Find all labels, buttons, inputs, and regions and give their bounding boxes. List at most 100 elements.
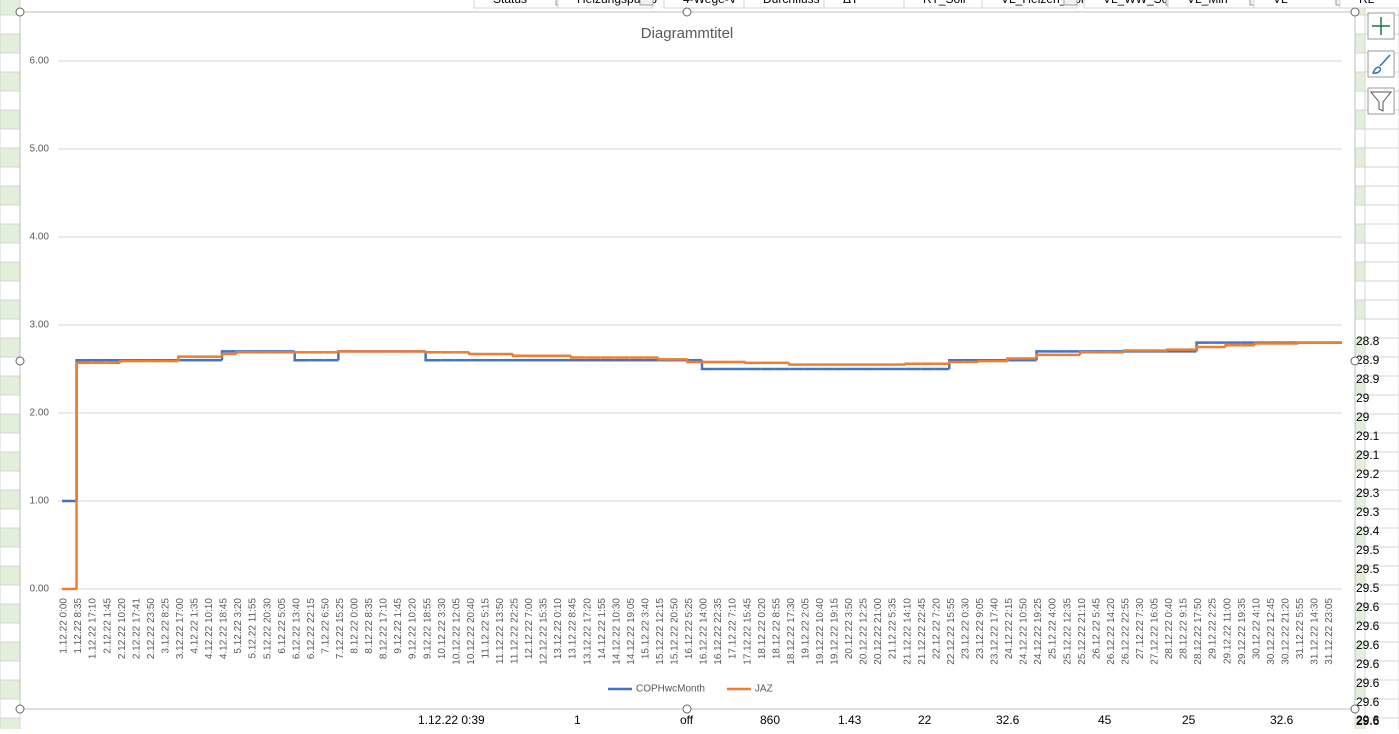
series-step — [744, 361, 761, 365]
series-step — [904, 362, 921, 365]
cell-value: 45 — [1098, 713, 1112, 727]
cell — [0, 413, 21, 434]
x-tick-label: 28.12.22 17:50 — [1193, 598, 1204, 665]
x-tick-label: 22.12.22 7:20 — [931, 598, 942, 660]
cell — [1364, 261, 1399, 282]
cell — [0, 584, 21, 605]
resize-handle[interactable] — [1350, 704, 1360, 714]
x-tick-label: 6.12.22 13:40 — [291, 598, 302, 660]
x-tick-label: 29.12.22 11:00 — [1222, 598, 1233, 664]
cell — [0, 622, 21, 643]
cell — [0, 223, 21, 244]
brush-icon — [1371, 54, 1391, 74]
cell — [1354, 71, 1366, 92]
x-tick-label: 26.12.22 5:45 — [1091, 598, 1102, 660]
x-tick-label: 9.12.22 18:55 — [422, 598, 433, 660]
x-tick-label: 31.12.22 14:30 — [1310, 598, 1321, 665]
x-tick-label: 28.12.22 9:15 — [1179, 598, 1190, 660]
cell — [0, 318, 21, 339]
header-cell — [1083, 0, 1180, 9]
series-step — [220, 352, 237, 357]
series-step — [1297, 341, 1313, 344]
cell — [0, 280, 21, 301]
header-cell — [557, 0, 654, 9]
resize-handle[interactable] — [15, 356, 25, 366]
cell — [1354, 242, 1366, 263]
x-tick-label: 27.12.22 7:30 — [1135, 598, 1146, 660]
resize-handle[interactable] — [15, 7, 25, 17]
cell — [1354, 204, 1366, 225]
cell — [0, 242, 21, 263]
resize-handle[interactable] — [682, 704, 692, 714]
cell — [1354, 261, 1366, 282]
series-step — [293, 351, 310, 362]
cell — [1364, 147, 1399, 168]
cell — [1354, 280, 1366, 301]
x-tick-label: 17.12.22 7:10 — [728, 598, 739, 660]
series-step — [1253, 342, 1270, 346]
x-tick-label: 16.12.22 14:00 — [699, 598, 710, 665]
y-tick-label: 3.00 — [30, 320, 50, 331]
x-tick-label: 4.12.22 1:35 — [190, 598, 201, 654]
cell — [0, 204, 21, 225]
cell — [0, 166, 21, 187]
x-tick-label: 14.12.22 1:55 — [597, 598, 608, 660]
cell-value: 29.6 — [1356, 638, 1380, 652]
cell-value: 29.6 — [1356, 676, 1380, 690]
series-step — [657, 357, 673, 361]
header-label: VL — [1273, 0, 1288, 6]
x-tick-label: 1.12.22 17:10 — [88, 598, 99, 660]
cell-value: 29.6 — [1356, 619, 1380, 633]
cell — [0, 71, 21, 92]
x-tick-label: 4.12.22 18:45 — [219, 598, 230, 660]
x-tick-label: 15.12.22 3:40 — [640, 598, 651, 660]
series-step — [118, 359, 135, 363]
cell-value: 28.9 — [1356, 372, 1380, 386]
cell — [0, 299, 21, 320]
x-tick-label: 29.12.22 2:25 — [1208, 598, 1219, 660]
x-tick-label: 16.12.22 22:35 — [713, 598, 724, 665]
resize-handle[interactable] — [1350, 356, 1360, 366]
cell — [0, 52, 21, 73]
cell-value: 29.6 — [1356, 713, 1380, 727]
cell — [1354, 147, 1366, 168]
header-label: RT_Soll — [923, 0, 965, 6]
resize-handle[interactable] — [15, 704, 25, 714]
x-tick-label: 14.12.22 19:05 — [626, 598, 637, 665]
cell — [1364, 280, 1399, 301]
cell — [0, 185, 21, 206]
cell-value: 29 — [1356, 410, 1370, 424]
x-tick-label: 21.12.22 5:35 — [888, 598, 899, 660]
cell — [0, 603, 21, 624]
x-tick-label: 8.12.22 8:35 — [364, 598, 375, 654]
header-cell — [473, 0, 570, 9]
resize-handle[interactable] — [682, 7, 692, 17]
resize-handle[interactable] — [1350, 7, 1360, 17]
series-step — [337, 350, 353, 353]
y-tick-label: 6.00 — [30, 56, 50, 67]
cell — [0, 641, 21, 662]
cell — [0, 128, 21, 149]
series-step — [1224, 343, 1241, 347]
filter-dropdown[interactable] — [1063, 0, 1078, 6]
cell-value: 29.1 — [1356, 448, 1380, 462]
x-tick-label: 25.12.22 12:35 — [1062, 598, 1073, 665]
cell — [0, 261, 21, 282]
header-cell — [903, 0, 1000, 9]
header-cell — [663, 0, 760, 9]
x-tick-label: 4.12.22 10:10 — [204, 598, 215, 660]
y-tick-label: 2.00 — [30, 408, 50, 419]
cell-value: 29.6 — [1356, 657, 1380, 671]
series-step — [424, 351, 441, 362]
cell — [0, 489, 21, 510]
cell — [1364, 128, 1399, 149]
x-tick-label: 24.12.22 2:15 — [1004, 598, 1015, 660]
x-tick-label: 3.12.22 17:00 — [175, 598, 186, 660]
header-cell — [1253, 0, 1350, 9]
cell — [0, 717, 21, 734]
filter-dropdown[interactable] — [639, 0, 654, 6]
x-tick-label: 2.12.22 1:45 — [102, 598, 113, 654]
x-tick-label: 9.12.22 1:45 — [393, 598, 404, 654]
cell — [0, 375, 21, 396]
